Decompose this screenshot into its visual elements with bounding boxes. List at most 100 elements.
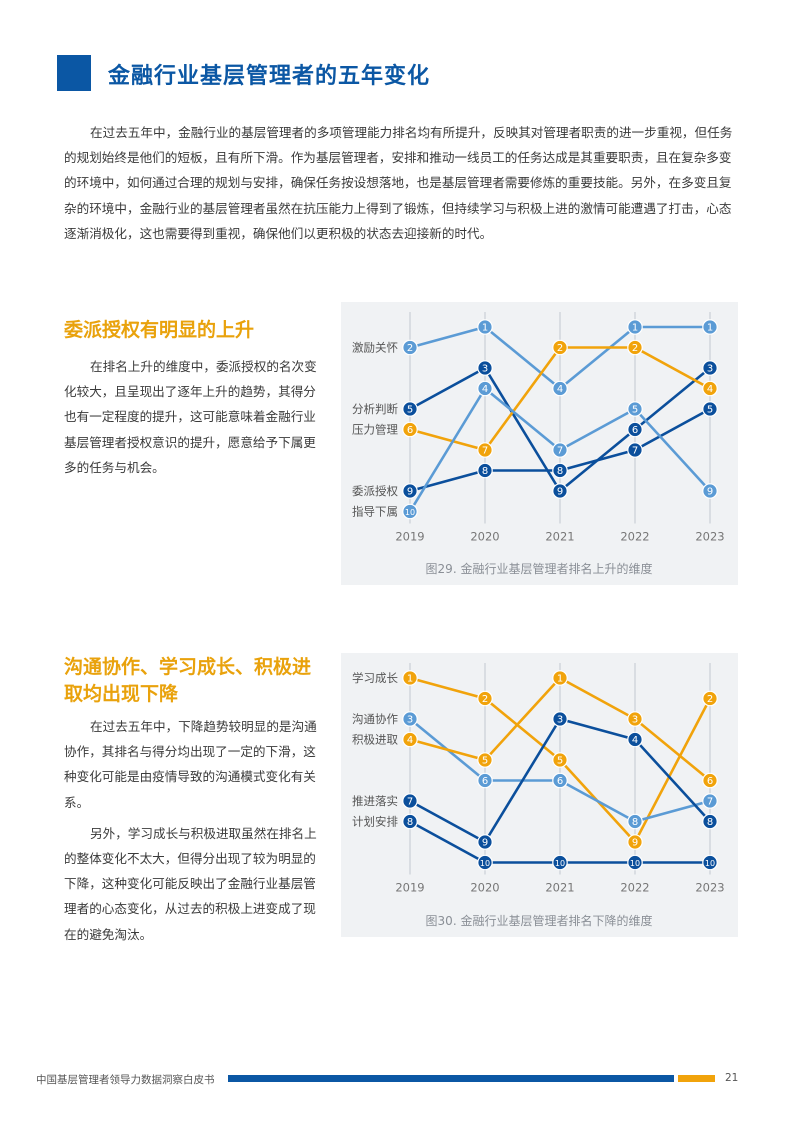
rank-marker	[702, 483, 718, 499]
section2-text: 在过去五年中，下降趋势较明显的是沟通协作，其排名与得分均出现了一定的下滑，这种变…	[64, 714, 326, 947]
x-tick-label: 2022	[620, 881, 649, 895]
chart-rank-up: 2019 2020 2021 2022 2023 图29. 金融行业基层管理者排名上升的维…	[341, 302, 738, 585]
series-label: 激励关怀	[352, 341, 398, 355]
series-label: 学习成长	[352, 671, 398, 685]
rank-marker	[402, 711, 418, 727]
rank-value: 10	[480, 859, 490, 868]
rank-marker	[627, 711, 643, 727]
rank-marker	[627, 421, 643, 438]
section1-paragraph: 在排名上升的维度中，委派授权的名次变化较大，且呈现出了逐年上升的趋势，其得分也有…	[64, 359, 317, 475]
rank-marker	[552, 711, 568, 727]
rank-value: 4	[557, 384, 563, 395]
rank-marker	[552, 752, 568, 768]
rank-marker	[402, 670, 418, 686]
rank-marker	[627, 339, 643, 356]
section2-paragraph: 在过去五年中，下降趋势较明显的是沟通协作，其排名与得分均出现了一定的下滑，这种变…	[64, 719, 317, 810]
rank-value: 6	[707, 776, 713, 787]
rank-value: 3	[482, 364, 488, 375]
rank-value: 4	[632, 735, 638, 746]
rank-value: 5	[557, 756, 563, 767]
rank-marker	[477, 854, 493, 871]
rank-value: 1	[482, 323, 488, 334]
series-label: 分析判断	[352, 402, 398, 416]
rank-marker	[402, 339, 418, 356]
rank-value: 7	[482, 446, 488, 457]
x-tick-label: 2020	[470, 881, 499, 895]
rank-marker	[552, 462, 568, 479]
page-title: 金融行业基层管理者的五年变化	[108, 64, 431, 89]
rank-marker	[702, 401, 718, 417]
x-tick-label: 2023	[695, 881, 724, 895]
rank-marker	[477, 380, 493, 397]
rank-value: 2	[707, 694, 713, 705]
series-label: 压力管理	[352, 423, 398, 437]
rank-marker	[552, 670, 568, 686]
rank-value: 5	[632, 405, 638, 416]
rank-value: 1	[632, 323, 638, 334]
chart-rank-down: 2019 2020 2021 2022 2023 图30. 金融行业基层管理者排名下降的维…	[341, 653, 738, 937]
rank-value: 4	[707, 384, 713, 395]
x-tick-label: 2021	[545, 881, 574, 895]
rank-marker	[627, 813, 643, 830]
rank-value: 9	[557, 487, 563, 498]
footer-bar-blue	[228, 1075, 674, 1082]
page-number: 21	[725, 1072, 739, 1084]
rank-marker	[477, 319, 493, 335]
rank-marker	[702, 793, 718, 809]
rank-marker	[477, 462, 493, 479]
rank-value: 7	[407, 797, 413, 808]
series-label: 沟通协作	[352, 712, 398, 726]
rank-value: 8	[482, 466, 488, 477]
rank-marker	[402, 401, 418, 417]
title-accent-block	[57, 55, 91, 91]
rank-value: 10	[630, 859, 640, 868]
section1-text: 在排名上升的维度中，委派授权的名次变化较大，且呈现出了逐年上升的趋势，其得分也有…	[64, 354, 326, 480]
rank-marker	[402, 793, 418, 809]
rank-value: 8	[407, 817, 413, 828]
rank-marker	[402, 813, 418, 830]
rank-marker	[477, 834, 493, 850]
rank-marker	[702, 319, 718, 335]
rank-value: 7	[707, 797, 713, 808]
rank-value: 2	[407, 343, 413, 354]
rank-value: 1	[707, 323, 713, 334]
rank-marker	[702, 690, 718, 707]
rank-marker	[552, 380, 568, 397]
x-tick-label: 2022	[620, 530, 649, 544]
rank-marker	[702, 360, 718, 376]
rank-value: 5	[707, 405, 713, 416]
rank-marker	[402, 483, 418, 499]
rank-value: 10	[705, 859, 715, 868]
rank-value: 4	[482, 384, 488, 395]
rank-value: 3	[557, 715, 563, 726]
rank-marker	[627, 834, 643, 850]
rank-value: 6	[482, 776, 488, 787]
rank-value: 6	[632, 425, 638, 436]
rank-value: 8	[632, 817, 638, 828]
rank-value: 5	[482, 756, 488, 767]
rank-value: 1	[557, 674, 563, 685]
rank-marker	[627, 319, 643, 335]
rank-marker	[552, 772, 568, 789]
rank-value: 7	[557, 446, 563, 457]
rank-value: 9	[482, 838, 488, 849]
rank-value: 5	[407, 405, 413, 416]
rank-marker	[552, 339, 568, 356]
x-tick-label: 2023	[695, 530, 724, 544]
rank-value: 6	[557, 776, 563, 787]
rank-marker	[627, 401, 643, 417]
rank-marker	[477, 442, 493, 458]
bump-chart-up: 2019 2020 2021 2022 2023 图29. 金融行业基层管理者排名上升的维…	[352, 312, 725, 576]
section2-paragraph: 另外，学习成长与积极进取虽然在排名上的整体变化不太大，但得分出现了较为明显的下降…	[64, 825, 317, 942]
rank-marker	[702, 772, 718, 789]
rank-marker	[702, 380, 718, 397]
rank-marker	[702, 854, 718, 871]
series-label: 计划安排	[352, 815, 398, 829]
rank-value: 9	[407, 487, 413, 498]
rank-marker	[477, 772, 493, 789]
section1-title: 委派授权有明显的上升	[64, 319, 255, 341]
footer-bar-yellow	[678, 1075, 715, 1082]
rank-value: 10	[555, 859, 565, 868]
bump-chart-down: 2019 2020 2021 2022 2023 图30. 金融行业基层管理者排名下降的维…	[352, 663, 725, 928]
rank-value: 3	[632, 715, 638, 726]
